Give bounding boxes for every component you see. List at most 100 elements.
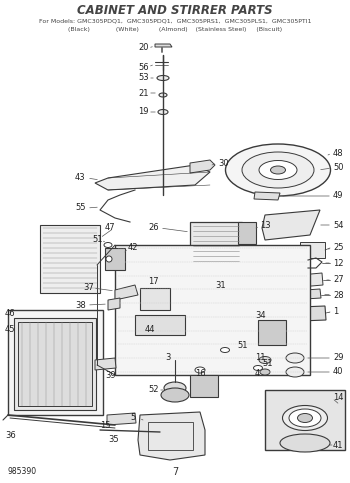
Text: 5: 5 <box>130 413 135 423</box>
Text: 20: 20 <box>138 43 148 53</box>
Text: 25: 25 <box>333 243 343 253</box>
Ellipse shape <box>158 110 168 114</box>
Ellipse shape <box>195 367 205 373</box>
Ellipse shape <box>164 382 186 394</box>
Ellipse shape <box>220 347 230 353</box>
Text: 1: 1 <box>333 308 338 316</box>
Text: 34: 34 <box>255 311 266 319</box>
Polygon shape <box>138 412 205 460</box>
Bar <box>148 422 193 450</box>
Text: 44: 44 <box>145 326 155 335</box>
Bar <box>135 315 185 335</box>
Text: 53: 53 <box>138 73 149 83</box>
Text: 16: 16 <box>195 369 206 378</box>
Polygon shape <box>190 160 215 173</box>
Bar <box>238 222 256 244</box>
Text: 12: 12 <box>333 258 343 268</box>
Text: For Models: GMC305PDQ1,  GMC305PDQ1,  GMC305PRS1,  GMC305PLS1,  GMC305PTI1: For Models: GMC305PDQ1, GMC305PDQ1, GMC3… <box>39 18 311 24</box>
Ellipse shape <box>225 144 330 196</box>
Text: 51: 51 <box>92 236 103 244</box>
Polygon shape <box>262 210 320 240</box>
Text: 29: 29 <box>333 354 343 363</box>
Text: 26: 26 <box>148 224 159 232</box>
Ellipse shape <box>280 434 330 452</box>
Polygon shape <box>254 192 280 200</box>
Text: 27: 27 <box>333 275 344 284</box>
Text: 42: 42 <box>128 243 139 253</box>
Ellipse shape <box>106 256 112 262</box>
Text: 21: 21 <box>138 88 148 98</box>
Ellipse shape <box>159 93 167 97</box>
Polygon shape <box>107 413 136 425</box>
Ellipse shape <box>259 160 297 180</box>
Text: 51: 51 <box>262 358 273 368</box>
Text: 46: 46 <box>5 309 16 317</box>
Text: 11: 11 <box>255 354 266 363</box>
Bar <box>140 288 170 310</box>
Text: 38: 38 <box>75 300 86 310</box>
Ellipse shape <box>286 353 304 363</box>
Ellipse shape <box>271 166 286 174</box>
Bar <box>115 245 310 375</box>
Text: 55: 55 <box>75 203 85 213</box>
Text: 14: 14 <box>333 394 343 402</box>
Ellipse shape <box>157 75 169 81</box>
Text: 50: 50 <box>333 164 343 172</box>
Ellipse shape <box>253 366 262 370</box>
Text: 49: 49 <box>333 191 343 200</box>
Text: 4: 4 <box>255 369 260 378</box>
Bar <box>190 375 218 397</box>
Polygon shape <box>300 242 325 258</box>
Text: 45: 45 <box>5 326 15 335</box>
Ellipse shape <box>259 356 271 364</box>
Text: 48: 48 <box>333 148 344 157</box>
Text: 985390: 985390 <box>8 468 37 477</box>
Bar <box>265 390 345 450</box>
Text: 7: 7 <box>172 467 178 477</box>
Ellipse shape <box>104 242 112 247</box>
Ellipse shape <box>298 413 313 423</box>
Text: 19: 19 <box>138 108 148 116</box>
Text: 28: 28 <box>333 290 344 299</box>
Bar <box>14 318 96 410</box>
Text: 3: 3 <box>165 354 170 363</box>
Text: 41: 41 <box>333 440 343 450</box>
Text: 37: 37 <box>83 284 94 293</box>
Ellipse shape <box>286 367 304 377</box>
Bar <box>105 248 125 270</box>
Bar <box>18 322 92 406</box>
Ellipse shape <box>282 406 328 430</box>
Text: 40: 40 <box>333 368 343 377</box>
Text: 52: 52 <box>148 385 159 395</box>
Polygon shape <box>155 44 172 47</box>
Polygon shape <box>95 165 210 190</box>
Ellipse shape <box>289 409 321 427</box>
Polygon shape <box>95 358 116 370</box>
Ellipse shape <box>161 388 189 402</box>
Text: CABINET AND STIRRER PARTS: CABINET AND STIRRER PARTS <box>77 4 273 17</box>
Text: 54: 54 <box>333 221 343 229</box>
Ellipse shape <box>260 369 270 375</box>
Text: (Black)             (White)          (Almond)    (Stainless Steel)     (Biscuit): (Black) (White) (Almond) (Stainless Stee… <box>68 27 282 31</box>
Text: 36: 36 <box>5 430 16 440</box>
Text: 30: 30 <box>218 158 229 168</box>
Polygon shape <box>300 273 323 287</box>
Text: 15: 15 <box>100 421 111 429</box>
Text: 13: 13 <box>260 222 271 230</box>
Polygon shape <box>108 298 120 310</box>
Bar <box>190 222 242 264</box>
Ellipse shape <box>242 152 314 188</box>
Text: 31: 31 <box>215 281 226 289</box>
Bar <box>258 320 286 345</box>
Bar <box>215 258 243 293</box>
Polygon shape <box>300 306 326 321</box>
Text: 51: 51 <box>237 341 247 350</box>
Text: 39: 39 <box>105 370 116 380</box>
Text: 56: 56 <box>138 62 149 71</box>
Polygon shape <box>115 285 138 300</box>
Text: 17: 17 <box>148 278 159 286</box>
Bar <box>40 225 100 293</box>
Text: 35: 35 <box>108 436 119 444</box>
Polygon shape <box>305 289 321 299</box>
Bar <box>8 310 103 415</box>
